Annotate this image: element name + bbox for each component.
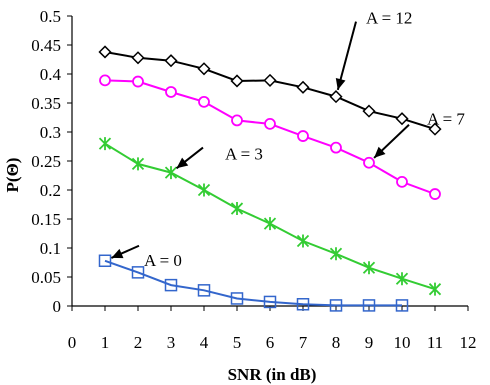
- y-tick-label: 0: [53, 297, 62, 316]
- data-point-square: [197, 284, 211, 297]
- data-point-star: [329, 247, 343, 261]
- x-tick-label: 9: [365, 333, 374, 352]
- y-tick-label: 0.05: [31, 268, 61, 287]
- data-point-diamond: [395, 112, 409, 126]
- x-tick-label: 5: [233, 333, 242, 352]
- data-point-square: [164, 278, 178, 292]
- annotation-arrowhead: [176, 157, 189, 169]
- annotation-layer: A = 12 A = 7 A = 3 A = 0: [111, 9, 465, 270]
- data-point-circle: [264, 117, 276, 130]
- data-point-diamond: [428, 122, 442, 136]
- x-tick-label: 11: [427, 333, 443, 352]
- annotation-label: A = 0: [144, 251, 182, 270]
- data-point-diamond: [230, 74, 244, 88]
- y-tick-label: 0.45: [31, 36, 61, 55]
- data-point-square: [362, 299, 376, 312]
- data-point-star: [131, 157, 145, 171]
- y-tick-label: 0.2: [40, 181, 61, 200]
- data-point-square: [131, 266, 145, 279]
- data-point-star: [263, 217, 277, 231]
- data-point-star: [98, 137, 112, 151]
- data-point-diamond: [296, 80, 310, 94]
- data-point-diamond: [164, 54, 178, 68]
- data-point-diamond: [197, 62, 211, 76]
- data-point-circle: [363, 156, 375, 169]
- series-a-12: [98, 45, 442, 136]
- data-point-circle: [429, 188, 441, 200]
- data-point-circle: [231, 114, 243, 127]
- data-point-square: [296, 298, 310, 311]
- data-point-circle: [297, 130, 309, 142]
- data-point-square: [395, 299, 409, 312]
- annotation-2: A = 7: [373, 110, 465, 159]
- annotation-arrowhead: [335, 77, 346, 90]
- data-point-square: [98, 254, 112, 268]
- x-tick-label: 2: [134, 333, 143, 352]
- annotation-label: A = 3: [225, 145, 263, 164]
- series-layer: [98, 45, 442, 312]
- x-tick-label: 8: [332, 333, 341, 352]
- series-a-3: [98, 137, 442, 296]
- series-a-7: [99, 74, 441, 200]
- x-tick-label: 12: [460, 333, 477, 352]
- y-tick-label: 0.1: [40, 239, 61, 258]
- x-tick-label: 10: [394, 333, 411, 352]
- y-tick-label: 0.25: [31, 152, 61, 171]
- data-point-square: [329, 299, 343, 312]
- annotation-arrowhead: [111, 248, 124, 259]
- y-tick-label: 0.4: [40, 65, 62, 84]
- data-point-diamond: [263, 73, 277, 87]
- x-tick-label: 7: [299, 333, 308, 352]
- annotation-arrow: [336, 21, 357, 91]
- data-point-star: [164, 166, 178, 180]
- data-point-star: [296, 234, 310, 248]
- x-tick-label: 3: [167, 333, 176, 352]
- data-point-star: [428, 282, 442, 296]
- data-point-star: [197, 183, 211, 197]
- data-point-circle: [132, 75, 144, 88]
- x-tick-label: 6: [266, 333, 275, 352]
- data-point-square: [263, 295, 277, 309]
- y-tick-label: 0.35: [31, 94, 61, 113]
- series-line: [104, 51, 436, 131]
- data-point-circle: [99, 74, 111, 87]
- series-line: [104, 259, 402, 307]
- data-point-star: [395, 272, 409, 286]
- y-axis-title: P(Θ): [3, 158, 22, 193]
- data-point-square: [230, 292, 244, 305]
- data-point-diamond: [131, 51, 145, 65]
- axes: 00.050.10.150.20.250.30.350.40.450.50 1 2 3…: [31, 7, 476, 352]
- data-point-circle: [165, 86, 177, 98]
- data-point-circle: [198, 95, 210, 108]
- x-tick-label: 1: [101, 333, 110, 352]
- data-point-diamond: [362, 104, 376, 118]
- annotation-arrowhead: [374, 146, 386, 158]
- annotation-3: A = 3: [175, 145, 263, 170]
- data-point-star: [362, 261, 376, 275]
- y-tick-label: 0.15: [31, 210, 61, 229]
- annotation-4: A = 0: [111, 244, 182, 270]
- x-axis-title: SNR (in dB): [228, 365, 317, 384]
- x-tick-label: 0: [68, 333, 77, 352]
- data-point-star: [230, 202, 244, 216]
- annotation-label: A = 7: [427, 110, 465, 129]
- x-tick-label: 4: [200, 333, 209, 352]
- series-a-0: [98, 254, 409, 312]
- data-point-diamond: [98, 45, 112, 59]
- data-point-circle: [396, 175, 408, 188]
- y-tick-label: 0.3: [40, 123, 61, 142]
- data-point-circle: [330, 141, 342, 154]
- annotation-label: A = 12: [366, 9, 412, 28]
- data-point-diamond: [329, 90, 343, 104]
- y-tick-label: 0.5: [40, 7, 61, 26]
- series-line: [104, 79, 436, 196]
- annotation-1: A = 12: [335, 9, 412, 91]
